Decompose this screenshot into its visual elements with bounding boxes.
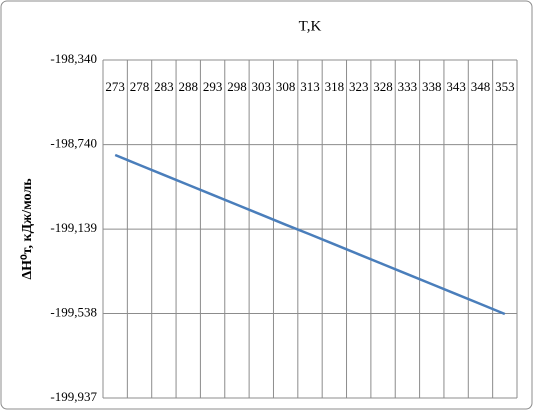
x-tick-label: 293 <box>203 79 223 94</box>
chart-title: T,K <box>299 18 322 34</box>
y-tick-label: -199,139 <box>50 220 97 235</box>
x-tick-label: 353 <box>495 79 515 94</box>
y-tick-label: -199,538 <box>50 305 97 320</box>
x-tick-label: 298 <box>227 79 247 94</box>
x-tick-label: 278 <box>130 79 150 94</box>
x-tick-label: 303 <box>252 79 272 94</box>
y-tick-label: -199,937 <box>50 389 97 404</box>
x-tick-label: 308 <box>276 79 296 94</box>
x-tick-label: 343 <box>446 79 466 94</box>
x-tick-label: 288 <box>178 79 198 94</box>
x-tick-label: 338 <box>422 79 442 94</box>
x-tick-label: 313 <box>300 79 320 94</box>
x-tick-label: 273 <box>105 79 125 94</box>
x-tick-label: 318 <box>325 79 345 94</box>
y-tick-label: -198,740 <box>50 136 97 151</box>
x-tick-label: 333 <box>398 79 418 94</box>
x-tick-label: 283 <box>154 79 174 94</box>
x-tick-label: 328 <box>373 79 393 94</box>
x-tick-label: 348 <box>471 79 491 94</box>
y-tick-label: -198,340 <box>50 51 97 66</box>
y-axis-label: ΔH⁰т, кДж/моль <box>20 178 35 280</box>
x-tick-label: 323 <box>349 79 369 94</box>
data-line <box>114 153 506 316</box>
